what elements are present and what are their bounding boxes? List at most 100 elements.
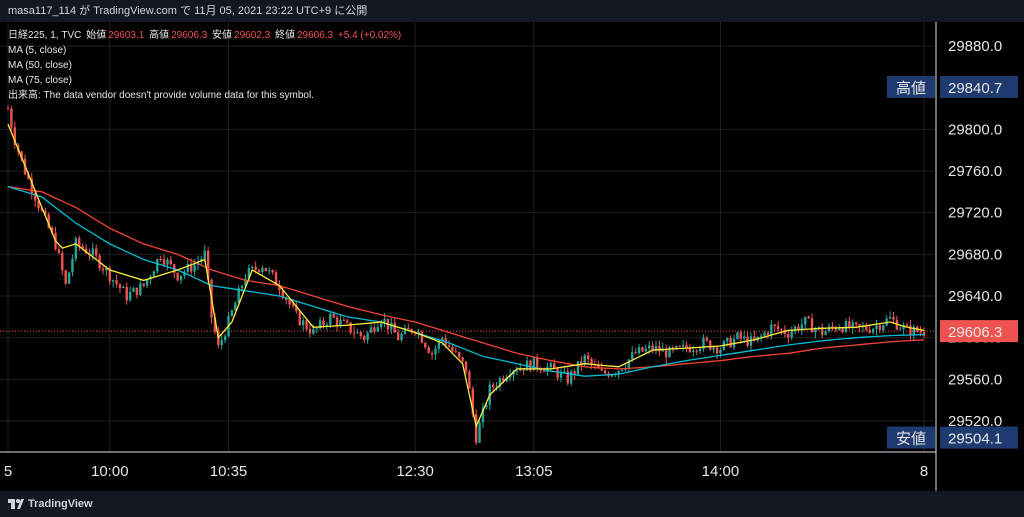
ma50-line [7,185,925,377]
candle-body [37,200,40,209]
candle-body [359,332,363,337]
candle-body [139,283,142,295]
candle-body [434,348,437,355]
footer-bar: TradingView [0,491,1024,517]
change-value: +5.4 (+0.02%) [337,30,402,41]
low-label: 安値 [212,30,233,41]
candle-body [454,351,458,353]
candle-body [78,238,81,247]
ohlc-row: 日経225, 1, TVC 始値 29603.1 高値 29606.3 安値 2960… [8,28,403,43]
candle-body [10,108,13,128]
candle-body [474,414,478,443]
candle-body [179,275,183,281]
candle-body [553,363,556,369]
candle-body [878,325,882,331]
candle-body [790,331,793,338]
candle-body [776,325,780,330]
candle-body [190,263,193,272]
tradingview-logo-icon[interactable] [8,497,24,511]
candle-body [152,271,156,277]
x-tick-label: 14:00 [702,463,740,480]
candle-body [234,302,237,311]
candle-body [542,370,546,372]
candle-body [597,364,600,369]
candle-body [291,304,295,306]
candle-body [709,340,712,350]
candle-body [824,331,827,336]
candle-body [64,270,67,284]
candle-body [349,322,352,333]
candle-body [610,374,614,377]
publish-text: masa117_114 が TradingView.com で 11月 05, … [8,5,368,17]
publish-info: masa117_114 が TradingView.com で 11月 05, … [0,0,1024,22]
high-badge-value-bg [940,75,1018,98]
candle-body [71,258,74,273]
candle-body [176,272,179,281]
candle-body [766,332,770,335]
candle-body [278,284,281,291]
candle-body [532,357,536,371]
candle-body [329,313,332,325]
candle-body [804,316,807,325]
candle-body [342,319,346,321]
candle-body [498,378,502,387]
candle-body [352,332,356,334]
candle-body [335,317,339,326]
candle-body [417,332,420,334]
candle-body [6,108,10,110]
candle-body [844,321,848,332]
candle-body [427,347,430,353]
candle-body [203,250,206,259]
candle-body [118,284,122,289]
chart-area[interactable]: 29520.029560.029600.029640.029680.029720… [0,22,1024,491]
candle-body [631,352,634,360]
candle-body [814,328,817,333]
candle-body [393,323,396,333]
y-tick-label: 29880.0 [948,38,1002,55]
candle-body [91,248,95,256]
candle-body [566,371,569,384]
candle-body [451,347,454,352]
x-tick-label: 8 [920,463,928,480]
candle-body [922,332,926,336]
symbol-label: 日経225, 1, TVC [8,30,82,41]
candle-body [834,327,837,330]
candle-body [559,371,563,378]
candle-body [379,321,383,328]
candle-body [705,337,709,341]
candle-body [807,316,810,319]
candle-body [871,329,875,333]
candle-body [837,328,841,330]
candle-body [247,267,251,279]
price-chart[interactable]: 29520.029560.029600.029640.029680.029720… [0,22,1024,491]
candle-body [556,368,559,378]
candle-body [284,297,288,301]
candle-body [485,404,488,408]
candle-body [142,283,145,286]
ma75-line [7,185,925,370]
candle-body [366,332,369,341]
high-badge-label: 高値 [896,80,926,97]
ma5-line [7,123,925,429]
candle-body [108,268,111,282]
chart-legend: 日経225, 1, TVC 始値 29603.1 高値 29606.3 安値 2960… [8,28,403,103]
candle-body [563,371,566,373]
candle-body [685,344,688,349]
candle-body [780,329,783,331]
candle-body [749,336,753,346]
x-tick-label: 5 [4,463,12,480]
candle-body [882,325,885,331]
low-badge-label-bg [887,426,935,449]
candle-body [770,324,773,335]
x-tick-label: 10:35 [210,463,248,480]
candle-body [912,326,916,336]
high-label: 高値 [149,30,170,41]
candle-body [763,332,766,336]
y-tick-label: 29760.0 [948,163,1002,180]
candle-body [865,326,868,330]
candle-body [668,347,671,358]
candle-body [312,328,315,334]
candle-body [695,350,698,352]
candle-body [407,327,410,330]
candle-body [230,310,234,316]
